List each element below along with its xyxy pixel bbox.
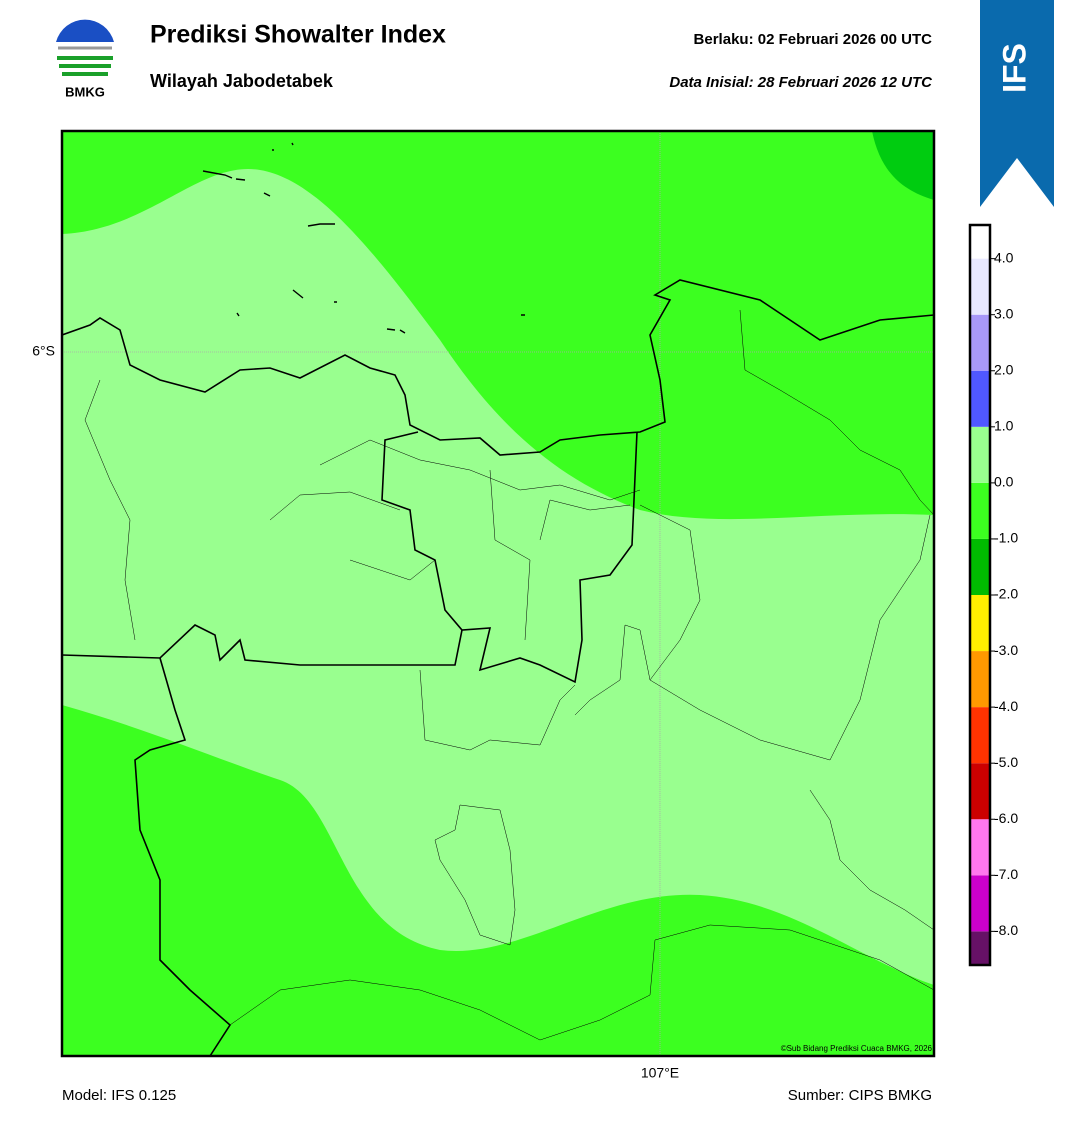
- colorbar-segment: [970, 225, 990, 259]
- colorbar-segment: [970, 426, 990, 483]
- colorbar-tick-label: 2.0: [994, 361, 1014, 377]
- badge-text: IFS: [996, 43, 1032, 93]
- colorbar-tick-label: -2.0: [994, 586, 1018, 602]
- subtitle: Wilayah Jabodetabek: [150, 71, 334, 91]
- colorbar-segment: [970, 931, 990, 965]
- colorbar-tick-label: -7.0: [994, 866, 1018, 882]
- model-label: Model: IFS 0.125: [62, 1087, 176, 1104]
- lat-label: 6°S: [32, 343, 55, 359]
- colorbar-tick-label: 0.0: [994, 474, 1014, 490]
- colorbar-segment: [970, 538, 990, 595]
- colorbar: -8.0 -7.0 -6.0 -5.0 -4.0 -3.0 -2.0 -1.0 0.0 1.0 2.…: [968, 223, 1018, 967]
- colorbar-tick-label: 3.0: [994, 305, 1014, 321]
- logo: BMKG: [56, 19, 114, 99]
- colorbar-segment: [970, 875, 990, 932]
- colorbar-segment: [970, 651, 990, 708]
- colorbar-segment: [970, 482, 990, 539]
- colorbar-segment: [970, 707, 990, 764]
- colorbar-segment: [970, 370, 990, 427]
- map: ©Sub Bidang Prediksi Cuaca BMKG, 2026 6°…: [32, 129, 936, 1081]
- badge: IFS: [980, 0, 1054, 207]
- colorbar-tick-label: -4.0: [994, 698, 1018, 714]
- colorbar-tick-label: -3.0: [994, 642, 1018, 658]
- colorbar-tick-label: -5.0: [994, 754, 1018, 770]
- logo-text: BMKG: [65, 84, 105, 99]
- copyright: ©Sub Bidang Prediksi Cuaca BMKG, 2026: [781, 1044, 933, 1053]
- colorbar-tick-label: -6.0: [994, 810, 1018, 826]
- valid-time: Berlaku: 02 Februari 2026 00 UTC: [694, 31, 933, 48]
- colorbar-segment: [970, 763, 990, 820]
- colorbar-segment: [970, 819, 990, 876]
- colorbar-tick-label: -8.0: [994, 922, 1018, 938]
- colorbar-tick-label: -1.0: [994, 530, 1018, 546]
- source-label: Sumber: CIPS BMKG: [788, 1087, 932, 1104]
- title: Prediksi Showalter Index: [150, 21, 446, 49]
- colorbar-segment: [970, 258, 990, 315]
- colorbar-segment: [970, 595, 990, 652]
- lon-label: 107°E: [641, 1065, 679, 1081]
- colorbar-tick-label: 4.0: [994, 249, 1014, 265]
- init-time: Data Inisial: 28 Februari 2026 12 UTC: [669, 74, 933, 91]
- colorbar-tick-label: 1.0: [994, 418, 1014, 434]
- colorbar-segment: [970, 314, 990, 371]
